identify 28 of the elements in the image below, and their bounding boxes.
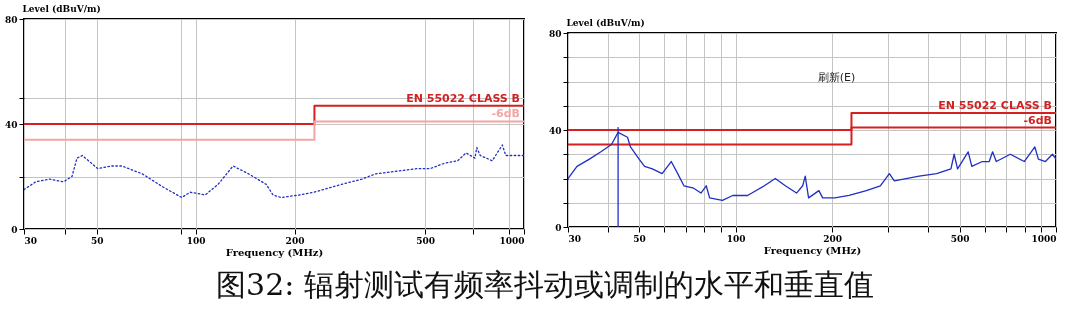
text: 图32: 辐射测试有频率抖动或调制的水平和垂直值 (216, 267, 874, 302)
x-tick-label: 200 (823, 233, 842, 244)
y-tick-label: 0 (555, 222, 562, 233)
series-label: -6dB (1023, 113, 1052, 127)
y-tick-label: 0 (11, 224, 18, 235)
annotation: 刷新(E) (817, 70, 856, 84)
x-tick-label: 500 (950, 233, 970, 244)
x-tick-label: 200 (285, 235, 305, 246)
x-tick-label: 1000 (1031, 233, 1057, 244)
y-axis-title: Level (dBuV/m) (22, 3, 101, 14)
x-tick-label: 50 (633, 233, 646, 244)
x-axis-title: Frequency (MHz) (763, 244, 862, 256)
x-axis-title: Frequency (MHz) (225, 246, 324, 258)
x-tick-label: 100 (726, 233, 746, 244)
series-label: EN 55022 CLASS B (406, 91, 520, 105)
series-label: -6dB (491, 107, 520, 121)
y-tick-label: 40 (548, 125, 562, 136)
series-label: EN 55022 CLASS B (938, 99, 1052, 113)
x-tick-label: 30 (568, 233, 582, 244)
y-axis-title: Level (dBuV/m) (566, 17, 645, 28)
x-tick-label: 500 (416, 235, 436, 246)
y-tick-label: 80 (548, 28, 562, 39)
x-tick-label: 50 (91, 235, 104, 246)
y-tick-label: 80 (4, 14, 18, 25)
x-tick-label: 100 (186, 235, 206, 246)
x-tick-label: 1000 (499, 235, 525, 246)
x-tick-label: 30 (24, 235, 38, 246)
y-tick-label: 40 (4, 119, 18, 130)
